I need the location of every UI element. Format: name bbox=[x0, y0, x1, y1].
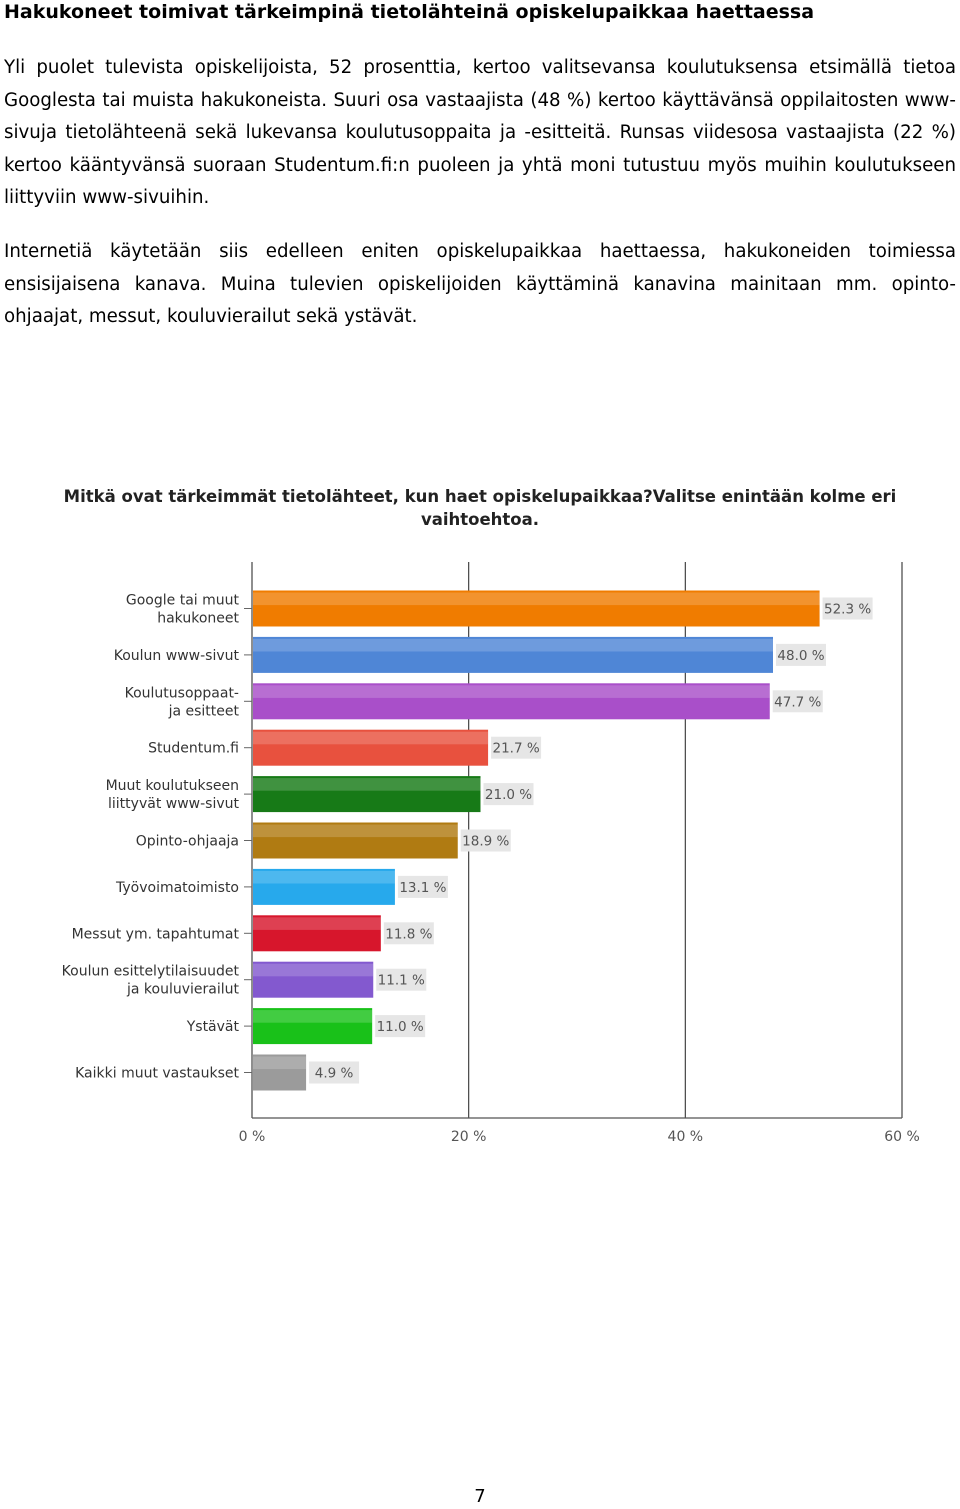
bar-highlight-9 bbox=[253, 1010, 373, 1023]
category-label-9: Ystävät bbox=[186, 1019, 240, 1035]
category-label-7: Messut ym. tapahtumat bbox=[72, 926, 240, 942]
value-label-2: 47.7 % bbox=[774, 694, 821, 710]
value-label-5: 18.9 % bbox=[462, 834, 509, 850]
bar-highlight-1 bbox=[253, 638, 773, 652]
value-label-box-1 bbox=[776, 643, 826, 666]
value-label-6: 13.1 % bbox=[399, 880, 446, 896]
bar-highlight-6 bbox=[253, 870, 395, 884]
bar-2 bbox=[253, 683, 770, 720]
value-label-7: 11.8 % bbox=[385, 926, 432, 942]
bar-highlight-7 bbox=[253, 917, 381, 930]
value-label-1: 48.0 % bbox=[777, 648, 824, 664]
bar-10 bbox=[253, 1054, 307, 1091]
x-tick-label-2: 40 % bbox=[668, 1129, 704, 1145]
value-label-3: 21.7 % bbox=[492, 741, 539, 757]
page-number: 7 bbox=[474, 1486, 486, 1507]
bar-highlight-0 bbox=[253, 592, 820, 606]
section-heading: Hakukoneet toimivat tärkeimpinä tietoläh… bbox=[4, 1, 815, 23]
value-label-box-2 bbox=[772, 690, 823, 713]
x-tick-label-0: 0 % bbox=[239, 1129, 266, 1145]
paragraph-1: Yli puolet tulevista opiskelijoista, 52 … bbox=[4, 57, 956, 208]
category-label-1: Koulun www-sivut bbox=[114, 648, 240, 664]
bar-4 bbox=[253, 776, 481, 813]
bar-highlight-10 bbox=[253, 1056, 307, 1070]
value-label-box-7 bbox=[383, 922, 434, 945]
bar-6 bbox=[253, 868, 395, 905]
bar-8 bbox=[253, 961, 374, 998]
category-label-4: Muut koulutukseen liittyvät www-sivut bbox=[106, 778, 240, 812]
category-label-5: Opinto-ohjaaja bbox=[136, 834, 239, 850]
bar-highlight-2 bbox=[253, 685, 770, 698]
value-label-box-5 bbox=[460, 829, 511, 852]
bar-3 bbox=[253, 729, 489, 766]
x-tick-label-1: 20 % bbox=[451, 1129, 487, 1145]
bar-1 bbox=[253, 636, 773, 673]
bar-highlight-8 bbox=[253, 963, 374, 977]
value-label-0: 52.3 % bbox=[824, 602, 871, 618]
category-label-6: Työvoimatoimisto bbox=[115, 880, 239, 896]
bar-9 bbox=[253, 1008, 373, 1045]
value-label-box-8 bbox=[376, 968, 427, 991]
bar-7 bbox=[253, 915, 381, 952]
value-label-4: 21.0 % bbox=[485, 787, 532, 803]
bar-highlight-4 bbox=[253, 778, 481, 791]
value-label-box-3 bbox=[491, 736, 542, 759]
value-label-9: 11.0 % bbox=[377, 1019, 424, 1035]
paragraph-2: Internetiä käytetään siis edelleen enite… bbox=[4, 241, 956, 327]
bar-5 bbox=[253, 822, 458, 859]
value-label-box-9 bbox=[375, 1015, 426, 1038]
value-label-box-10 bbox=[309, 1061, 360, 1084]
category-label-3: Studentum.fi bbox=[148, 741, 239, 757]
bar-highlight-5 bbox=[253, 824, 458, 838]
bar-highlight-3 bbox=[253, 731, 489, 745]
value-label-10: 4.9 % bbox=[315, 1066, 354, 1082]
x-tick-label-3: 60 % bbox=[884, 1129, 920, 1145]
category-label-0: Google tai muut hakukoneet bbox=[126, 593, 240, 627]
value-label-box-4 bbox=[483, 783, 534, 806]
value-label-box-6 bbox=[397, 875, 448, 898]
category-label-2: Koulutusoppaat-ja esitteet bbox=[125, 685, 240, 719]
chart-title: Mitkä ovat tärkeimmät tietolähteet, kun … bbox=[64, 487, 897, 529]
category-label-10: Kaikki muut vastaukset bbox=[75, 1066, 239, 1082]
category-label-8: Koulun esittelytilaisuudet ja kouluvierai… bbox=[62, 964, 240, 998]
bar-0 bbox=[253, 590, 820, 627]
value-label-box-0 bbox=[822, 597, 873, 620]
bar-chart: Mitkä ovat tärkeimmät tietolähteet, kun … bbox=[62, 487, 920, 1145]
value-label-8: 11.1 % bbox=[378, 973, 425, 989]
